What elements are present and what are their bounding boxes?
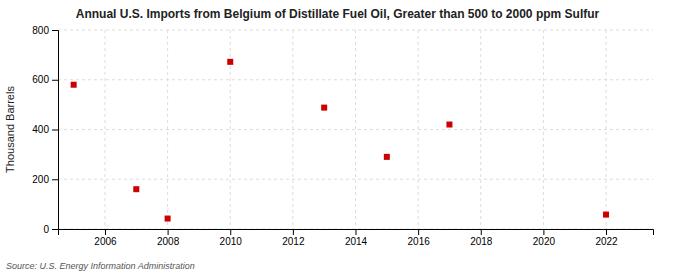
tick: 600 <box>32 74 58 85</box>
grid-line-y <box>58 129 653 130</box>
tick: 0 <box>43 224 58 235</box>
tick: 2014 <box>345 229 368 247</box>
points <box>71 59 609 222</box>
tick-label: 600 <box>32 74 49 85</box>
tick: 2022 <box>595 229 618 247</box>
tick-label: 2020 <box>533 236 556 247</box>
tick-label: 400 <box>32 124 49 135</box>
point <box>446 122 452 128</box>
title: Annual U.S. Imports from Belgium of Dist… <box>76 7 600 21</box>
point <box>71 82 77 88</box>
tick-mark <box>168 229 169 235</box>
point <box>384 154 390 160</box>
grid-line-x <box>480 30 481 229</box>
tick-label: 2006 <box>94 236 117 247</box>
point <box>133 186 139 192</box>
tick-mark <box>105 229 106 235</box>
tick-mark <box>418 229 419 235</box>
tick-mark <box>52 229 58 230</box>
tick-label: 0 <box>43 224 49 235</box>
tick: 200 <box>32 174 58 185</box>
tick: 2006 <box>94 229 117 247</box>
grid-line-y <box>58 179 653 180</box>
x-axis: 2006 2008 2010 2012 2014 2016 2018 2020 2022 <box>59 229 654 247</box>
tick-label: 2010 <box>220 236 243 247</box>
grid <box>58 30 653 229</box>
tick: 2010 <box>220 229 243 247</box>
tick: 2016 <box>408 229 431 247</box>
tick-mark <box>606 229 607 235</box>
tick-mark <box>52 130 58 131</box>
tick-mark <box>52 30 58 31</box>
point <box>321 105 327 111</box>
tick-mark <box>356 229 357 235</box>
grid-line-x <box>292 30 293 229</box>
tick-label: 2022 <box>595 236 618 247</box>
tick-mark <box>543 229 544 235</box>
tick-mark <box>230 229 231 235</box>
tick: 2008 <box>157 229 180 247</box>
tick-mark <box>52 179 58 180</box>
tick-label: 2016 <box>408 236 431 247</box>
tick: 2020 <box>533 229 556 247</box>
tick-mark <box>481 229 482 235</box>
plot-area: 2006 2008 2010 2012 2014 2016 2018 2020 2022 0 200… <box>32 25 653 247</box>
tick-mark <box>293 229 294 235</box>
grid-line-x <box>606 30 607 229</box>
tick-label: 2008 <box>157 236 180 247</box>
tick-label: 2012 <box>282 236 305 247</box>
grid-line-x <box>355 30 356 229</box>
tick-label: 800 <box>32 25 49 36</box>
grid-line-x <box>104 30 105 229</box>
grid-line-x <box>418 30 419 229</box>
axis-line <box>52 31 59 230</box>
point <box>165 216 171 222</box>
tick: 2018 <box>470 229 493 247</box>
tick-label: 2018 <box>470 236 493 247</box>
tick-label: 2014 <box>345 236 368 247</box>
tick: 2012 <box>282 229 305 247</box>
tick: 800 <box>32 25 58 36</box>
tick: 400 <box>32 124 58 135</box>
grid-line-x <box>543 30 544 229</box>
axis-line <box>59 230 654 236</box>
y-axis: 0 200 400 600 800 <box>32 25 58 235</box>
point <box>227 59 233 65</box>
tick-mark <box>52 80 58 81</box>
tick-label: 200 <box>32 174 49 185</box>
chart: 2006 2008 2010 2012 2014 2016 2018 2020 2022 0 200… <box>0 0 675 275</box>
annotation: Source: U.S. Energy Information Administ… <box>6 261 195 271</box>
y-axis-label: Thousand Barrels <box>4 86 16 173</box>
grid-line-x <box>167 30 168 229</box>
point <box>603 212 609 218</box>
